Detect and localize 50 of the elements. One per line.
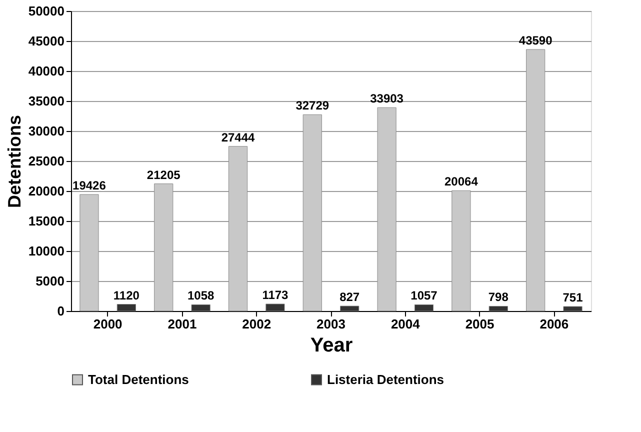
x-tick-label: 2006 (540, 316, 569, 332)
bar (266, 304, 285, 312)
data-label: 751 (562, 290, 584, 304)
bar (452, 190, 471, 312)
bar (228, 146, 248, 312)
data-label: 1173 (262, 288, 289, 302)
bar (563, 306, 582, 312)
y-tick-label: 45000 (28, 34, 64, 48)
y-tick-label: 15000 (28, 214, 64, 228)
data-label: 33903 (370, 92, 404, 106)
bar (302, 114, 322, 312)
x-tick-label: 2003 (316, 316, 346, 332)
bar (377, 107, 396, 312)
x-tick-label: 2005 (465, 316, 494, 332)
legend-label: Total Detentions (88, 372, 189, 387)
data-label: 43590 (518, 33, 553, 48)
y-tick-label: 10000 (28, 244, 64, 258)
x-tick-label: 2004 (390, 316, 421, 332)
y-tick-label: 25000 (28, 154, 64, 168)
y-tick-label: 40000 (28, 64, 64, 78)
bar (191, 304, 210, 312)
y-tick-label: 35000 (28, 94, 64, 108)
x-axis-title: Year (310, 334, 353, 356)
bar (488, 306, 508, 312)
y-tick-label: 50000 (28, 4, 64, 18)
bar (414, 304, 434, 312)
y-tick-label: 0 (57, 304, 64, 318)
y-tick-label: 20000 (28, 184, 64, 198)
bar (116, 304, 136, 312)
x-tick-label: 2002 (242, 316, 272, 332)
data-label: 798 (488, 290, 509, 304)
data-label: 1120 (113, 288, 140, 302)
bar (154, 184, 174, 312)
bar (340, 306, 360, 312)
data-label: 1057 (410, 288, 438, 303)
data-label: 21205 (146, 168, 181, 182)
legend-label: Listeria Detentions (327, 372, 444, 387)
x-tick-label: 2000 (93, 316, 122, 332)
data-label: 32729 (296, 98, 330, 113)
bar (80, 194, 99, 312)
data-label: 1058 (187, 288, 214, 303)
y-tick-label: 30000 (28, 124, 64, 138)
bar (526, 49, 546, 312)
data-label: 19426 (72, 178, 106, 192)
y-axis-title: Detentions (4, 114, 24, 208)
data-label: 27444 (221, 130, 256, 144)
y-tick-label: 5000 (36, 274, 64, 288)
data-label: 20064 (444, 174, 478, 189)
x-tick-label: 2001 (168, 316, 197, 332)
data-label: 827 (340, 290, 360, 304)
